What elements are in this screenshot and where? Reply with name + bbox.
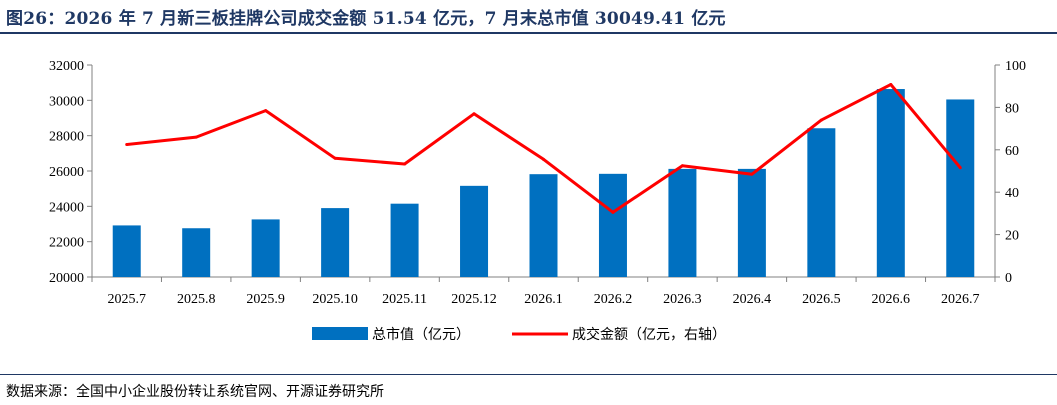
- y-left-tick-label: 20000: [49, 271, 84, 286]
- source-note: 数据来源：全国中小企业股份转让系统官网、开源证券研究所: [6, 384, 384, 400]
- y-left-tick-label: 32000: [49, 59, 84, 74]
- line-point: [958, 166, 962, 170]
- line-point: [750, 172, 754, 176]
- bar: [876, 89, 905, 277]
- bar: [946, 99, 975, 278]
- y-right-tick-label: 40: [1005, 186, 1019, 201]
- y-right-tick-label: 0: [1005, 271, 1012, 286]
- x-tick-label: 2025.8: [177, 292, 216, 307]
- x-tick-label: 2025.7: [107, 292, 146, 307]
- y-left-tick-label: 26000: [49, 165, 84, 180]
- bar: [598, 173, 627, 277]
- line-point: [472, 112, 476, 116]
- y-left-tick-label: 28000: [49, 130, 84, 145]
- line-point: [611, 210, 615, 214]
- line-point: [333, 156, 337, 160]
- x-tick-label: 2026.3: [663, 292, 702, 307]
- bar: [529, 174, 558, 277]
- bar: [251, 219, 280, 277]
- x-tick-label: 2026.6: [872, 292, 911, 307]
- bar: [807, 128, 836, 277]
- y-right-tick-label: 20: [1005, 229, 1019, 244]
- line-point: [680, 164, 684, 168]
- x-tick-label: 2026.7: [941, 292, 980, 307]
- y-right-tick-label: 80: [1005, 101, 1019, 116]
- bar: [321, 208, 350, 277]
- y-right-tick-label: 100: [1005, 59, 1026, 74]
- line-point: [819, 118, 823, 122]
- bar: [668, 168, 697, 277]
- line-point: [194, 135, 198, 139]
- line-series: [125, 83, 962, 214]
- y-left-tick-label: 30000: [49, 94, 84, 109]
- x-tick-labels: 2025.7 2025.8 2025.9 2025.10 2025.11 2025.12 2…: [107, 292, 979, 307]
- legend: 总市值（亿元） 成交金额（亿元，右轴）: [312, 326, 726, 343]
- line-point: [542, 157, 545, 161]
- x-tick-label: 2026.5: [802, 292, 841, 307]
- legend-label-bar: 总市值（亿元）: [372, 326, 470, 343]
- source-divider: [0, 374, 1057, 375]
- figure-title: 图26：2026 年 7 月新三板挂牌公司成交金额 51.54 亿元，7 月末总…: [6, 9, 726, 29]
- y-left-tick-label: 24000: [49, 200, 84, 215]
- x-tick-label: 2025.11: [382, 292, 427, 307]
- bar-series: [112, 89, 975, 278]
- bar: [182, 228, 211, 277]
- legend-label-line: 成交金额（亿元，右轴）: [572, 326, 726, 343]
- line-point: [125, 143, 129, 146]
- x-tick-label: 2026.2: [594, 292, 633, 307]
- bar: [112, 225, 141, 277]
- x-tick-label: 2025.12: [451, 292, 497, 307]
- combo-chart: 20000 22000 24000 26000 28000 30000 32000 0 20 40…: [49, 59, 1026, 343]
- x-tick-label: 2025.9: [246, 292, 285, 307]
- legend-swatch-bar: [312, 327, 368, 340]
- bar: [390, 203, 419, 277]
- bar: [737, 168, 766, 277]
- bar: [460, 185, 489, 277]
- x-tick-label: 2026.4: [733, 292, 772, 307]
- line-point: [889, 83, 893, 87]
- line-point: [264, 109, 268, 113]
- title-divider: [0, 32, 1057, 34]
- y-right-tick-label: 60: [1005, 144, 1019, 159]
- x-tick-label: 2026.1: [524, 292, 563, 307]
- x-tick-label: 2025.10: [312, 292, 358, 307]
- y-left-tick-label: 22000: [49, 236, 84, 251]
- line-point: [403, 162, 407, 166]
